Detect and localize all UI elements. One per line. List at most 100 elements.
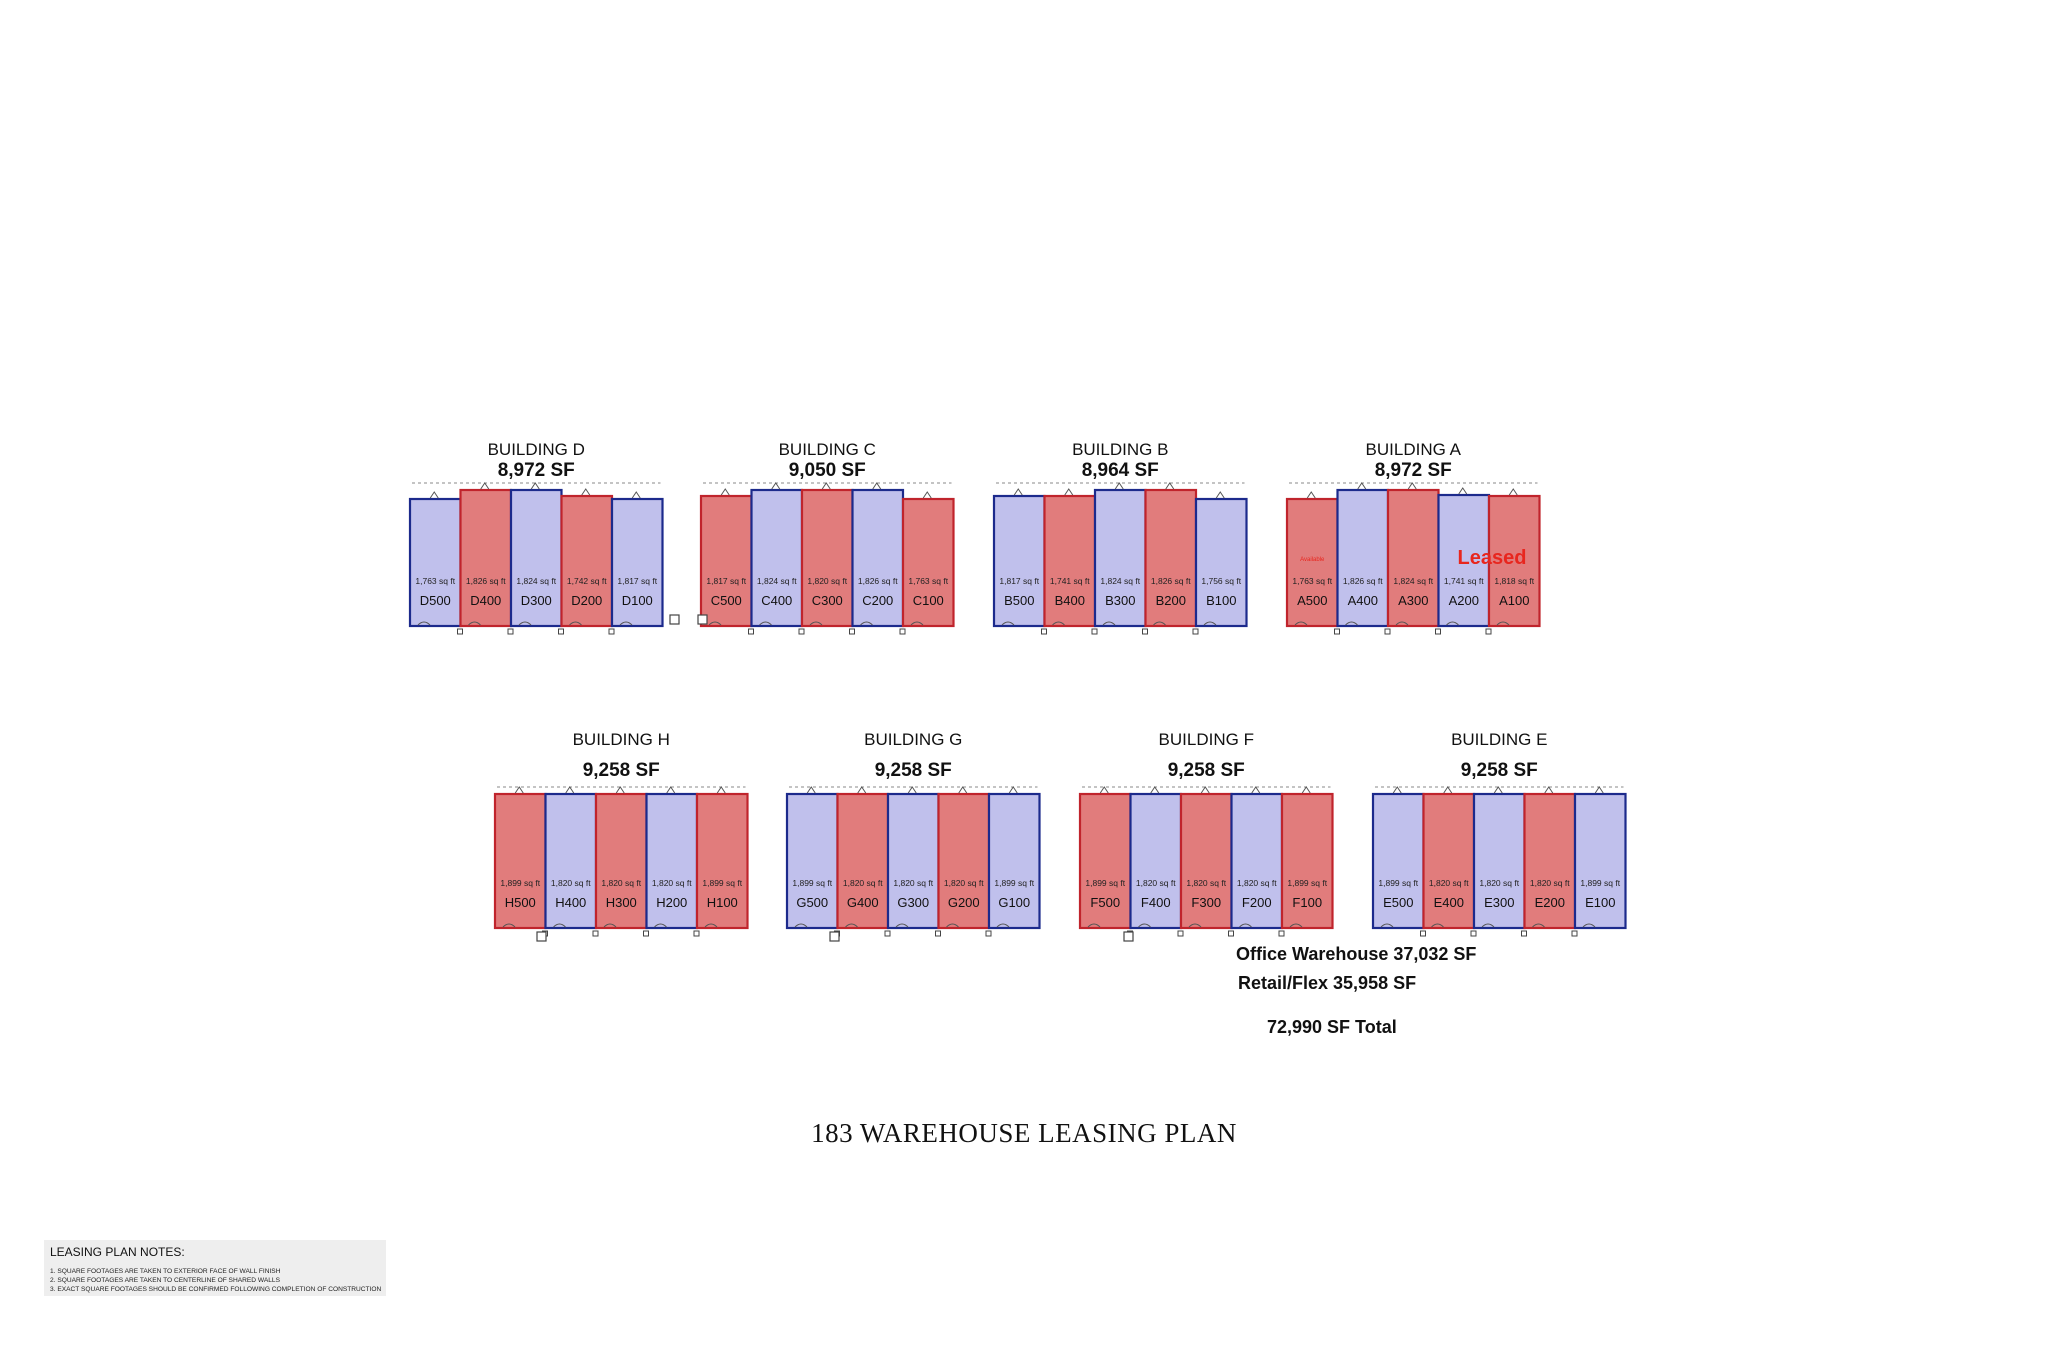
meter-box-icon <box>507 628 514 635</box>
meter-box-icon <box>748 628 754 635</box>
building-square-footage: 9,258 SF <box>1461 760 1538 781</box>
unit-g400: 1,820 sq ft G400 <box>836 786 891 937</box>
unit-id: E100 <box>1585 895 1615 910</box>
unit-id: E400 <box>1434 895 1464 910</box>
door-swing-icon <box>1458 487 1468 495</box>
unit-sqft: 1,899 sq ft <box>994 878 1034 888</box>
unit-sqft: 1,763 sq ft <box>908 576 948 586</box>
meter-box-icon <box>1485 628 1492 635</box>
rollup-door-icon <box>1532 923 1545 928</box>
door-swing-icon <box>821 482 831 490</box>
unit-space <box>901 497 955 628</box>
unit-space <box>987 792 1041 930</box>
building-square-footage: 9,258 SF <box>875 760 952 781</box>
meter-box-icon <box>849 628 855 635</box>
unit-sqft: 1,820 sq ft <box>1237 878 1277 888</box>
unit-id: G100 <box>998 895 1030 910</box>
unit-a500: 1,763 sq ft A500 Available <box>1285 491 1340 635</box>
unit-sqft: 1,899 sq ft <box>702 878 742 888</box>
unit-id: A400 <box>1348 593 1378 608</box>
grand-total: 72,990 SF Total <box>1267 1017 1397 1037</box>
unit-d200: 1,742 sq ft D200 <box>560 488 615 635</box>
unit-sqft: 1,742 sq ft <box>567 576 607 586</box>
unit-h300: 1,820 sq ft H300 <box>594 786 649 937</box>
unit-g300: 1,820 sq ft G300 <box>886 786 941 937</box>
door-swing-icon <box>480 482 490 490</box>
unit-id: C500 <box>711 593 742 608</box>
building-g: BUILDING G 9,258 SF 1,899 sq ft G500 1,820 s… <box>785 730 1041 937</box>
door-swing-icon <box>1392 786 1402 794</box>
rollup-door-icon <box>1496 621 1510 626</box>
rollup-door-icon <box>1582 923 1596 928</box>
unit-space <box>544 792 598 930</box>
unit-sqft: 1,820 sq ft <box>1186 878 1226 888</box>
unit-b300: 1,824 sq ft B300 <box>1093 482 1148 635</box>
unit-space <box>408 497 462 628</box>
building-name: BUILDING A <box>1366 440 1462 459</box>
meter-box-icon <box>1384 628 1391 635</box>
unit-space <box>1523 792 1577 930</box>
rollup-door-icon <box>759 621 772 626</box>
door-swing-icon <box>806 786 816 794</box>
door-swing-icon <box>1443 786 1453 794</box>
unit-space <box>1280 792 1334 930</box>
rollup-door-icon <box>1239 923 1252 928</box>
unit-a200: 1,741 sq ft A200 <box>1437 487 1492 635</box>
door-swing-icon <box>1251 786 1261 794</box>
door-swing-icon <box>1165 482 1175 490</box>
meter-box-icon <box>643 930 649 937</box>
equipment-pad-icon <box>1123 931 1134 942</box>
unit-sqft: 1,826 sq ft <box>466 576 506 586</box>
meter-box-icon <box>558 628 564 635</box>
unit-e200: 1,820 sq ft E200 <box>1523 786 1578 937</box>
door-swing-icon <box>958 786 968 794</box>
unit-id: B200 <box>1156 593 1186 608</box>
meter-box-icon <box>1192 628 1199 635</box>
meter-box-icon <box>693 930 700 937</box>
leased-overlay-label: Leased <box>1458 547 1527 569</box>
building-c: BUILDING C9,050 SF 1,817 sq ft C500 1,824 s… <box>699 440 955 635</box>
unit-sqft: 1,824 sq ft <box>516 576 556 586</box>
unit-id: D400 <box>470 593 501 608</box>
unit-space <box>645 792 699 930</box>
unit-sqft: 1,820 sq ft <box>1530 878 1570 888</box>
rollup-door-icon <box>553 923 566 928</box>
meter-box-icon <box>884 930 891 937</box>
unit-h100: 1,899 sq ft H100 <box>695 786 749 930</box>
rollup-door-icon <box>1188 923 1202 928</box>
unit-sqft: 1,824 sq ft <box>757 576 797 586</box>
meter-box-icon <box>1041 628 1047 635</box>
unit-sqft: 1,820 sq ft <box>807 576 847 586</box>
unit-f100: 1,899 sq ft F100 <box>1280 786 1334 930</box>
equipment-pad-icon <box>669 614 680 625</box>
rollup-door-icon <box>910 621 924 626</box>
door-swing-icon <box>1493 786 1503 794</box>
unit-id: E200 <box>1535 895 1565 910</box>
rollup-door-icon <box>809 621 823 626</box>
unit-id: F500 <box>1090 895 1120 910</box>
unit-d500: 1,763 sq ft D500 <box>408 491 463 635</box>
unit-sqft: 1,824 sq ft <box>1393 576 1433 586</box>
unit-sqft: 1,817 sq ft <box>706 576 746 586</box>
meter-box-icon <box>899 628 906 635</box>
unit-h500: 1,899 sq ft H500 <box>493 786 548 937</box>
rollup-door-icon <box>1446 621 1459 626</box>
leasing-plan-notes: LEASING PLAN NOTES: 1. SQUARE FOOTAGES A… <box>44 1240 386 1296</box>
rollup-door-icon <box>1153 621 1166 626</box>
unit-h200: 1,820 sq ft H200 <box>645 786 700 937</box>
rollup-door-icon <box>794 923 808 928</box>
unit-sqft: 1,741 sq ft <box>1444 576 1484 586</box>
unit-space <box>1371 792 1425 930</box>
rollup-door-icon <box>1380 923 1394 928</box>
rollup-door-icon <box>569 621 582 626</box>
notes-title: LEASING PLAN NOTES: <box>50 1245 185 1259</box>
plan-title: 183 WAREHOUSE LEASING PLAN <box>811 1118 1237 1148</box>
unit-sqft: 1,899 sq ft <box>1580 878 1620 888</box>
unit-space <box>1422 792 1476 930</box>
rollup-door-icon <box>946 923 959 928</box>
unit-a400: 1,826 sq ft A400 <box>1336 482 1391 635</box>
office-warehouse-total: Office Warehouse 37,032 SF <box>1236 944 1477 964</box>
unit-sqft: 1,899 sq ft <box>500 878 540 888</box>
unit-f300: 1,820 sq ft F300 <box>1179 786 1234 937</box>
